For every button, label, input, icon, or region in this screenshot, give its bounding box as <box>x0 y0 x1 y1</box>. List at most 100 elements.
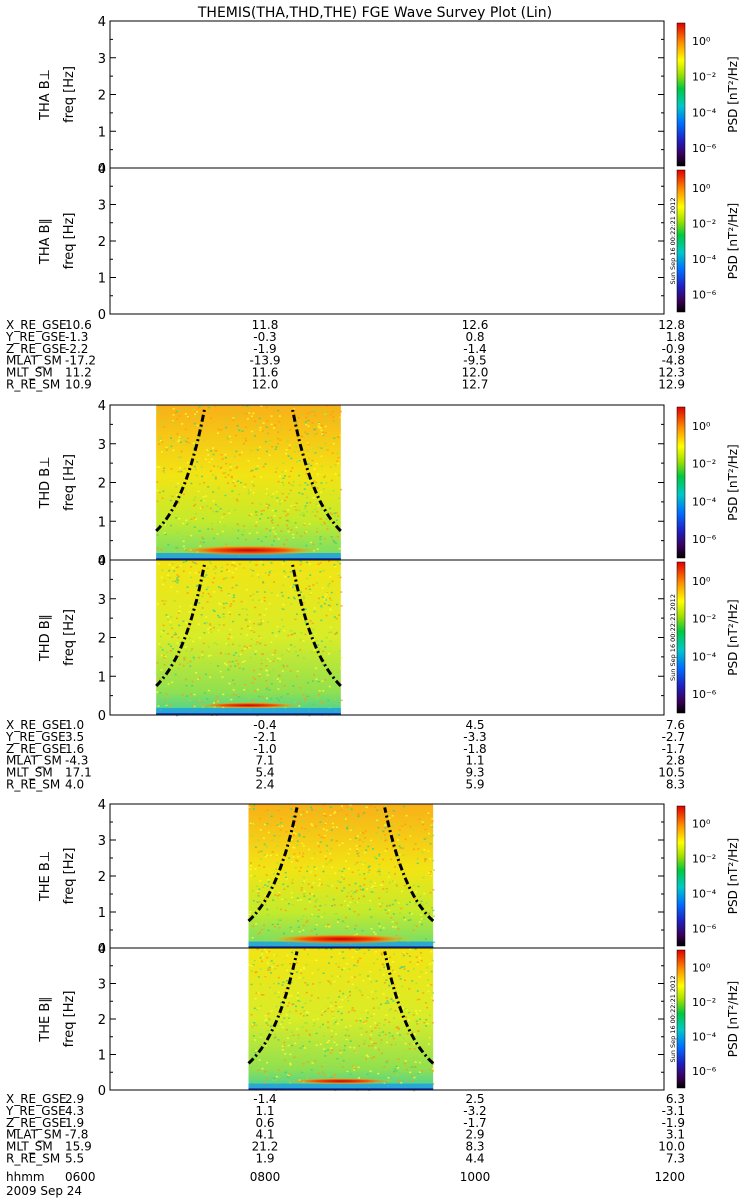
y-tick-label: 2 <box>98 870 106 885</box>
panel-frame <box>109 167 665 315</box>
ephemeris-value: -1.8 <box>463 742 486 756</box>
colorbar-tick-label: 10⁰ <box>692 182 711 195</box>
ephemeris-value: -4.3 <box>65 754 88 768</box>
y-tick-label: 3 <box>98 593 106 608</box>
ephemeris-value: 12.7 <box>462 378 489 392</box>
y-tick-label: 4 <box>98 942 106 957</box>
ephemeris-value: 5.4 <box>255 766 274 780</box>
colorbar-tick-label: 10⁻⁶ <box>692 288 717 301</box>
ephemeris-value: 12.0 <box>462 366 489 380</box>
ephemeris-value: 1.0 <box>65 718 84 732</box>
ephemeris-value: 15.9 <box>65 1140 92 1154</box>
ephemeris-value: 17.1 <box>65 766 92 780</box>
time-tick-label: 0600 <box>65 1170 96 1184</box>
ephemeris-row-label: R_RE_SM <box>6 378 60 392</box>
reference-curve <box>383 951 435 1065</box>
timestamp-stamp: Sun Sep 16 00:22:21 2012 <box>669 976 677 1063</box>
ephemeris-value: 0.8 <box>465 330 484 344</box>
ephemeris-value: -1.0 <box>253 742 276 756</box>
colorbar-tick-label: 10⁻⁴ <box>692 106 717 119</box>
colorbar-tick-label: 10⁰ <box>692 818 711 831</box>
y-axis-label: freq [Hz] <box>62 454 77 511</box>
colorbar-label: PSD [nT²/Hz] <box>726 599 740 675</box>
ephemeris-value: -2.2 <box>65 342 88 356</box>
y-tick-label: 1 <box>98 515 106 530</box>
y-tick-label: 1 <box>98 1049 106 1064</box>
ephemeris-value: 11.6 <box>252 366 279 380</box>
ephemeris-value: -1.9 <box>253 342 276 356</box>
colorbar-tick-label: 10⁰ <box>692 961 711 974</box>
ephemeris-value: 12.8 <box>658 318 685 332</box>
ephemeris-value: -0.3 <box>253 330 276 344</box>
y-axis-label: freq [Hz] <box>62 609 77 666</box>
ephemeris-value: 9.3 <box>465 766 484 780</box>
y-tick-label: 4 <box>98 798 106 813</box>
y-axis-label: freq [Hz] <box>62 213 77 270</box>
colorbar-tick-label: 10⁻⁴ <box>692 495 717 508</box>
reference-curve <box>290 563 342 687</box>
ephemeris-row-label: Y_RE_GSE <box>5 730 66 744</box>
ephemeris-value: 12.6 <box>462 318 489 332</box>
colorbar-tick-label: 10⁻² <box>692 853 716 866</box>
ephemeris-row-label: X_RE_GSE <box>6 1092 67 1106</box>
lowest-freq-band <box>248 1088 434 1090</box>
probe-group-the: 0 1 2 3 4 THE B⊥ freq [Hz] 10⁰ 10⁻² 10⁻⁴ 10⁻⁶ PSD [… <box>5 798 740 1166</box>
colorbar <box>676 406 686 559</box>
y-tick-label: 1 <box>98 670 106 685</box>
colorbar-tick-label: 10⁻⁶ <box>692 142 717 155</box>
ephemeris-value: 4.3 <box>65 1104 84 1118</box>
low-freq-band <box>248 941 434 948</box>
panel-label: THA B⊥ <box>38 69 53 121</box>
colorbar-tick-label: 10⁻² <box>692 458 716 471</box>
colorbar <box>676 805 686 947</box>
ephemeris-value: 11.8 <box>252 318 279 332</box>
timestamp-stamp: Sun Sep 16 00:22:21 2012 <box>669 594 677 681</box>
y-tick-label: 4 <box>98 15 106 30</box>
panel-label: THD B⊥ <box>38 456 53 509</box>
y-tick-label: 0 <box>98 709 106 724</box>
colorbar <box>676 949 686 1089</box>
strong-emission-band <box>266 934 415 944</box>
ephemeris-value: 1.9 <box>65 1116 84 1130</box>
y-axis-label: freq [Hz] <box>62 848 77 905</box>
timestamp-stamp: Sun Sep 16 00:22:21 2012 <box>669 198 677 285</box>
y-axis-label: freq [Hz] <box>62 66 77 123</box>
y-tick-label: 2 <box>98 89 106 104</box>
y-tick-label: 3 <box>98 438 106 453</box>
ephemeris-value: -2.7 <box>662 730 685 744</box>
ephemeris-value: -17.2 <box>65 354 96 368</box>
ephemeris-row-label: X_RE_GSE <box>6 718 67 732</box>
y-tick-label: 2 <box>98 632 106 647</box>
y-tick-label: 3 <box>98 834 106 849</box>
y-tick-label: 4 <box>98 162 106 177</box>
time-tick-label: 1000 <box>460 1170 491 1184</box>
ephemeris-value: -3.3 <box>463 730 486 744</box>
ephemeris-value: -1.4 <box>463 342 486 356</box>
probe-group-tha: 0 1 2 3 4 THA B⊥ freq [Hz] 10⁰ 10⁻² 10⁻⁴ 10⁻⁶ PSD [… <box>5 15 740 392</box>
ephemeris-row-label: MLT_SM <box>6 766 53 780</box>
ephemeris-value: 1.6 <box>65 742 84 756</box>
ephemeris-value: -3.1 <box>662 1104 685 1118</box>
spectrogram-noise <box>156 405 343 561</box>
ephemeris-value: 11.2 <box>65 366 92 380</box>
y-tick-label: 2 <box>98 1013 106 1028</box>
ephemeris-row-label: MLAT_SM <box>6 754 62 768</box>
colorbar <box>676 22 686 167</box>
ephemeris-row-label: Y_RE_GSE <box>5 330 66 344</box>
colorbar-tick-label: 10⁰ <box>692 420 711 433</box>
ephemeris-value: -4.8 <box>662 354 685 368</box>
ephemeris-value: -7.8 <box>65 1128 88 1142</box>
ephemeris-value: -1.9 <box>662 1116 685 1130</box>
lowest-freq-band <box>156 558 341 560</box>
ephemeris-value: 1.1 <box>255 1104 274 1118</box>
y-tick-label: 1 <box>98 125 106 140</box>
spectrogram-panel: 0 1 2 3 4 THA B⊥ freq [Hz] 10⁰ 10⁻² 10⁻⁴ 10⁻⁶ PSD [… <box>38 15 740 177</box>
ephemeris-value: 7.1 <box>255 754 274 768</box>
ephemeris-value: 1.1 <box>465 754 484 768</box>
ephemeris-value: 1.9 <box>255 1152 274 1166</box>
ephemeris-value: 2.9 <box>465 1128 484 1142</box>
spectrogram-fill <box>248 948 434 1090</box>
